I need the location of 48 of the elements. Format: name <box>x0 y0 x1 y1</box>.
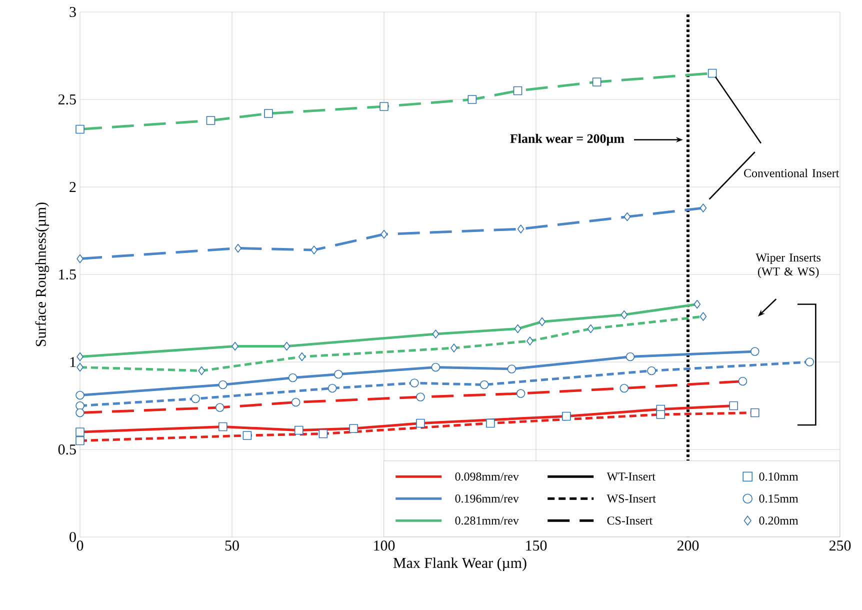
point <box>647 366 656 376</box>
legend-label: 0.15mm <box>759 494 798 503</box>
x-axis-title: Max Flank Wear (µm) <box>393 557 526 571</box>
y-tick-label: 1 <box>70 357 76 367</box>
y-tick-label: 2.5 <box>58 94 76 105</box>
legend-label: 0.196mm/rev <box>455 494 519 503</box>
point <box>218 380 228 390</box>
point <box>507 364 516 374</box>
x-tick-label: 150 <box>526 540 547 551</box>
x-tick-label: 250 <box>829 540 851 551</box>
point <box>480 380 489 390</box>
point <box>334 370 343 379</box>
point <box>76 254 84 264</box>
legend-label: CS-Insert <box>607 516 653 525</box>
point <box>328 384 337 393</box>
y-tick-label: 0 <box>70 532 76 542</box>
point <box>517 224 524 234</box>
x-tick-label: 100 <box>374 540 395 551</box>
point <box>410 378 419 388</box>
legend-label: WS-Insert <box>606 494 656 503</box>
y-tick-label: 1.5 <box>59 269 76 280</box>
point <box>191 394 200 404</box>
point <box>805 358 814 366</box>
legend-label: 0.098mm/rev <box>455 472 519 481</box>
x-tick-label: 200 <box>677 540 699 551</box>
y-tick-label: 0.5 <box>58 444 76 455</box>
point <box>288 373 298 382</box>
point <box>380 230 388 239</box>
legend-label: 0.281mm/rev <box>455 516 519 525</box>
point <box>626 352 635 362</box>
ref-line-label: Flank wear = 200µm <box>510 134 624 146</box>
annotation: Wiper Inserts (WT & WS) <box>756 254 821 278</box>
point <box>431 362 440 372</box>
y-tick-label: 2 <box>70 182 76 192</box>
x-tick-label: 0 <box>76 540 84 551</box>
legend-label: 0.10mm <box>759 472 798 481</box>
y-tick-label: 3 <box>70 6 76 18</box>
point <box>750 347 760 356</box>
legend-label: 0.20mm <box>759 516 798 525</box>
y-axis-title: Surface Roughness(µm) <box>35 202 49 346</box>
x-tick-label: 50 <box>225 540 239 551</box>
annotation: Conventional Insert <box>744 168 840 178</box>
point <box>700 204 707 212</box>
legend-label: WT-Insert <box>606 472 656 481</box>
point <box>234 244 242 253</box>
point <box>310 246 318 254</box>
point <box>76 390 84 400</box>
point <box>624 212 631 222</box>
